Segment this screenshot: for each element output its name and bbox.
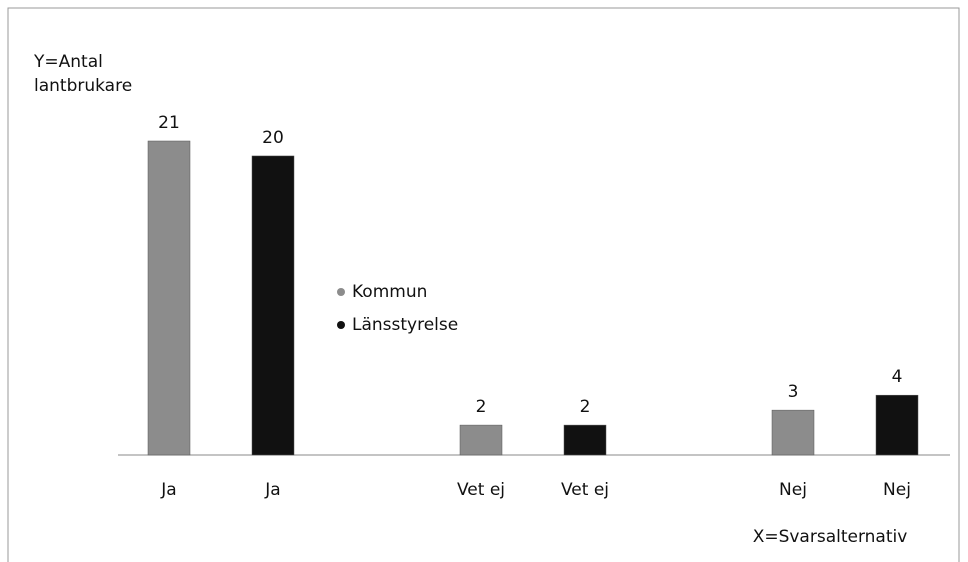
legend-label: Kommun xyxy=(352,282,427,302)
value-label: 20 xyxy=(262,128,284,148)
bar xyxy=(771,409,815,456)
bar xyxy=(563,424,607,456)
bar xyxy=(459,424,503,456)
x-tick-label: Nej xyxy=(779,480,807,500)
bar xyxy=(875,394,919,456)
x-axis-label: X=Svarsalternativ xyxy=(753,527,908,547)
value-label: 2 xyxy=(580,397,591,417)
value-label: 2 xyxy=(476,397,487,417)
x-tick-label: Vet ej xyxy=(561,480,609,500)
bar xyxy=(251,155,295,456)
legend-label: Länsstyrelse xyxy=(352,315,458,335)
y-axis-label: Y=Antal lantbrukare xyxy=(34,52,133,96)
bar xyxy=(147,140,191,456)
x-tick-label: Ja xyxy=(264,480,280,500)
frame xyxy=(7,7,960,562)
x-tick-label: Vet ej xyxy=(457,480,505,500)
legend-marker xyxy=(337,288,345,296)
value-label: 4 xyxy=(892,367,903,387)
value-label: 3 xyxy=(788,382,799,402)
x-tick-label: Nej xyxy=(883,480,911,500)
legend-marker xyxy=(337,321,345,329)
value-label: 21 xyxy=(158,113,180,133)
x-tick-label: Ja xyxy=(160,480,176,500)
